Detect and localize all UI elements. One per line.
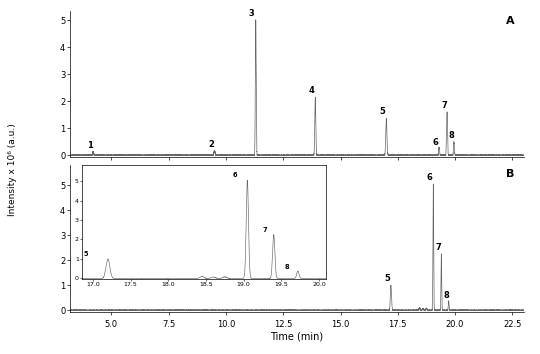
Text: 7: 7 [436,243,442,252]
Text: 3: 3 [249,9,254,18]
Text: 5: 5 [379,107,385,116]
Text: 6: 6 [433,138,438,147]
Text: B: B [507,169,515,179]
Text: Intensity x 10⁶ (a.u.): Intensity x 10⁶ (a.u.) [8,124,17,216]
X-axis label: Time (min): Time (min) [271,332,323,342]
Text: 2: 2 [208,141,214,149]
Text: 6: 6 [427,173,433,182]
Text: 1: 1 [87,142,93,150]
Text: 8: 8 [443,291,449,299]
Text: 4: 4 [308,86,314,95]
Text: 5: 5 [384,274,390,283]
Text: 8: 8 [449,131,454,141]
Text: 7: 7 [441,101,447,110]
Text: A: A [506,16,515,26]
